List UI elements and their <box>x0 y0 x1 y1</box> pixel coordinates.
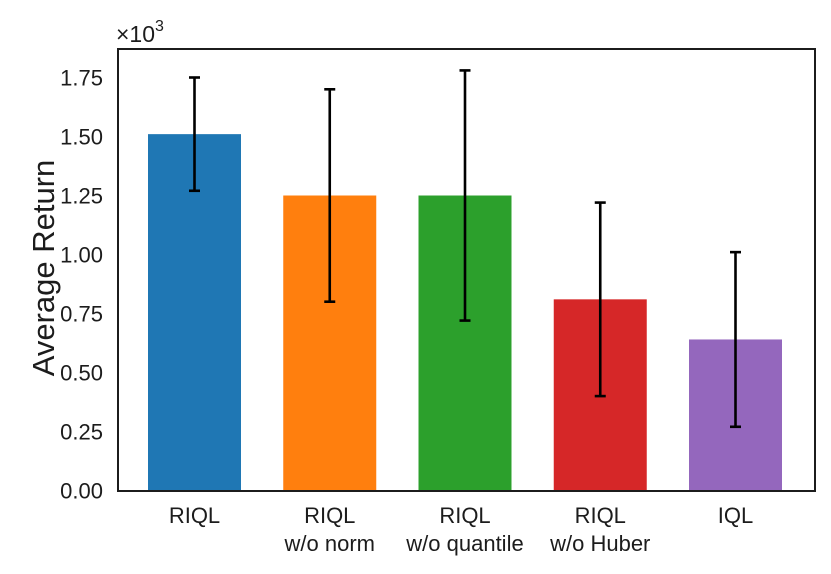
x-tick-label-line: w/o norm <box>284 531 375 556</box>
x-tick-label-line: RIQL <box>439 503 490 528</box>
plot-border <box>117 48 816 492</box>
x-tick-label: RIQL w/o norm <box>284 503 375 556</box>
y-tick-label: 1.75 <box>60 66 103 91</box>
y-tick-label: 0.00 <box>60 479 103 504</box>
x-tick-label: RIQL w/o quantile <box>405 503 523 556</box>
bar-riql <box>148 134 241 491</box>
x-tick-label-line: w/o Huber <box>549 531 650 556</box>
y-tick-label: 0.25 <box>60 420 103 445</box>
y-tick-label: 1.00 <box>60 243 103 268</box>
y-axis-label: Average Return <box>26 160 61 377</box>
error-bar-riql-wo-norm <box>324 88 336 304</box>
x-tick-label: IQL <box>718 503 753 528</box>
x-tick-label-line: RIQL <box>575 503 626 528</box>
y-tick-label: 1.25 <box>60 184 103 209</box>
x-tick-label: RIQL <box>169 503 220 528</box>
error-bar-iql <box>730 250 741 429</box>
x-tick-label-line: RIQL <box>169 503 220 528</box>
error-bar-riql <box>189 76 200 193</box>
y-tick-label: 1.50 <box>60 125 103 150</box>
x-tick-label: RIQL w/o Huber <box>549 503 650 556</box>
x-tick-label-line: RIQL <box>304 503 355 528</box>
error-bar-riql-wo-huber <box>594 201 606 398</box>
offset-exponent: 3 <box>155 18 164 35</box>
error-bar-riql-wo-quantile <box>459 69 471 322</box>
y-tick-label: 0.75 <box>60 302 103 327</box>
y-tick-label: 0.50 <box>60 361 103 386</box>
y-axis-offset-text: ×103 <box>116 18 164 47</box>
x-tick-label-line: w/o quantile <box>405 531 523 556</box>
offset-base: ×10 <box>116 21 155 47</box>
x-tick-label-line: IQL <box>718 503 753 528</box>
